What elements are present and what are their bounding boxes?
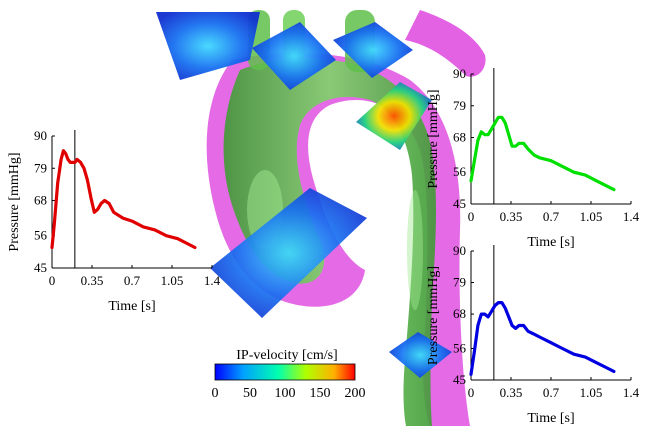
colorbar: IP-velocity [cm/s] 0 50 100 150 200 <box>212 348 366 401</box>
pressure-series-line <box>50 149 197 250</box>
x-tick-label: 1.4 <box>204 273 221 288</box>
x-axis-label: Time [s] <box>527 411 574 426</box>
y-tick-label: 56 <box>34 228 48 243</box>
x-tick-label: 1.4 <box>623 385 640 400</box>
pressure-chart-left: 45 56 68 79 90 0 0.35 0.7 1.05 1.4 Time [s] Pressur… <box>7 128 221 314</box>
pressure-series-line <box>469 301 616 376</box>
y-tick-label: 56 <box>453 164 467 179</box>
y-tick-label: 79 <box>34 160 47 175</box>
velocity-plane-3 <box>333 22 413 78</box>
x-tick-label: 0.7 <box>543 385 560 400</box>
pressure-series-line <box>469 115 616 192</box>
y-tick-label: 45 <box>34 260 47 275</box>
y-tick-label: 90 <box>453 243 466 258</box>
y-tick-label: 68 <box>453 306 466 321</box>
y-tick-label: 68 <box>34 193 47 208</box>
y-tick-label: 45 <box>453 372 466 387</box>
velocity-plane-5 <box>210 188 367 318</box>
y-tick-label: 90 <box>34 128 47 143</box>
y-axis-label: Pressure [mmHg] <box>7 152 22 251</box>
velocity-plane-1 <box>156 12 260 80</box>
green-lumen <box>223 58 436 426</box>
x-tick-label: 0.35 <box>81 273 104 288</box>
colorbar-gradient <box>214 363 356 381</box>
x-tick-label: 0.7 <box>543 209 560 224</box>
y-axis-label: Pressure [mmHg] <box>426 89 441 188</box>
x-tick-label: 0 <box>468 385 475 400</box>
y-tick-label: 56 <box>453 340 467 355</box>
x-tick-label: 0 <box>468 209 475 224</box>
y-tick-label: 90 <box>453 66 466 81</box>
pressure-chart-bottom-right: 45 56 68 79 90 0 0.35 0.7 1.05 1.4 Time [s] Pressur… <box>426 243 640 426</box>
colorbar-tick-label: 50 <box>243 386 257 401</box>
x-axis-label: Time [s] <box>527 235 574 250</box>
lumen-highlight-2 <box>407 190 423 310</box>
x-tick-label: 1.4 <box>623 209 640 224</box>
colorbar-tick-label: 100 <box>275 386 296 401</box>
colorbar-tick-label: 200 <box>345 386 366 401</box>
x-axis-label: Time [s] <box>108 299 155 314</box>
y-axis-label: Pressure [mmHg] <box>426 266 441 365</box>
x-tick-label: 1.05 <box>580 385 603 400</box>
y-tick-label: 79 <box>453 275 466 290</box>
y-tick-label: 68 <box>453 130 466 145</box>
x-tick-label: 0 <box>49 273 56 288</box>
x-tick-label: 0.35 <box>500 385 523 400</box>
x-tick-label: 1.05 <box>580 209 603 224</box>
colorbar-tick-label: 0 <box>212 386 219 401</box>
velocity-planes <box>156 12 452 378</box>
velocity-plane-6 <box>389 332 452 378</box>
velocity-plane-4 <box>356 82 432 150</box>
y-tick-label: 79 <box>453 98 466 113</box>
x-tick-label: 1.05 <box>161 273 184 288</box>
colorbar-tick-label: 150 <box>310 386 331 401</box>
x-tick-label: 0.35 <box>500 209 523 224</box>
magenta-branch <box>405 10 486 77</box>
y-tick-label: 45 <box>453 196 466 211</box>
x-tick-label: 0.7 <box>124 273 141 288</box>
pressure-chart-top-right: 45 56 68 79 90 0 0.35 0.7 1.05 1.4 Time [s] Pressur… <box>426 66 640 250</box>
colorbar-title: IP-velocity [cm/s] <box>236 348 337 363</box>
velocity-plane-2 <box>252 22 336 90</box>
